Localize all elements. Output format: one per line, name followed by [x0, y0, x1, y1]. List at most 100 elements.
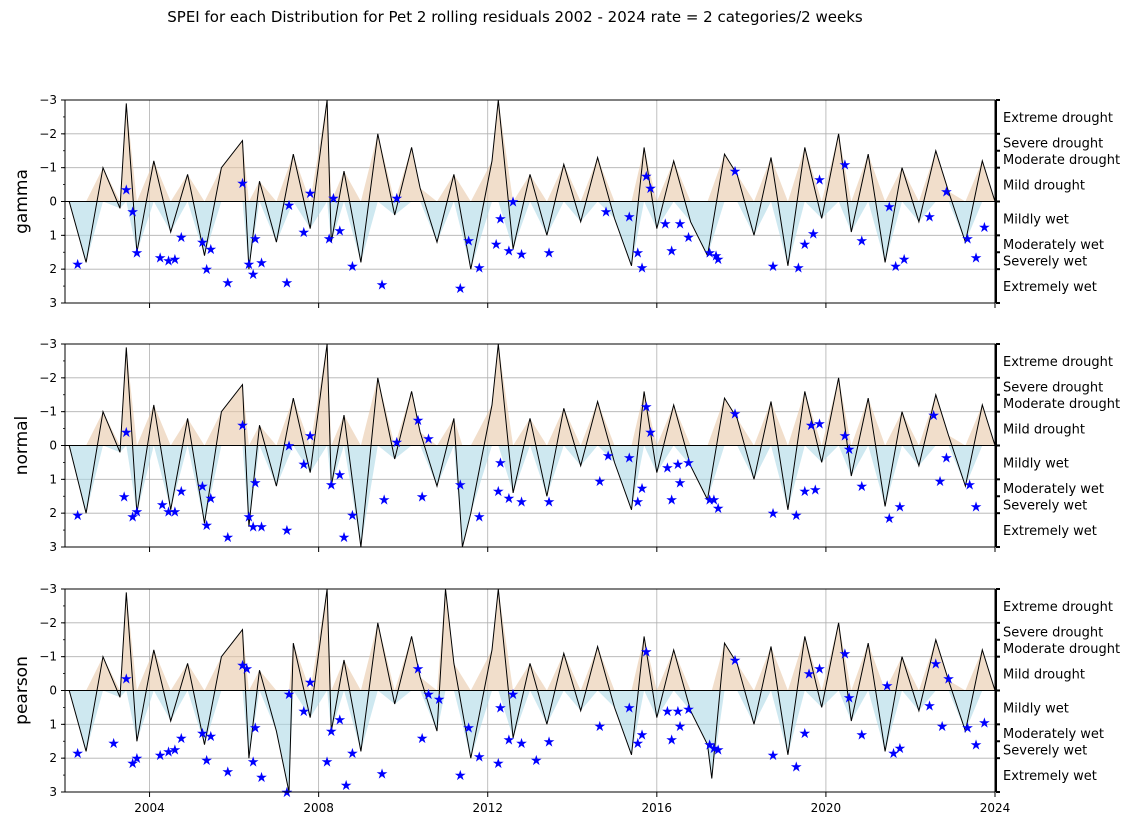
- star-marker: ★: [644, 181, 657, 197]
- chart-title: SPEI for each Distribution for Pet 2 rol…: [167, 8, 863, 26]
- star-marker: ★: [665, 733, 678, 749]
- star-marker: ★: [712, 252, 725, 268]
- star-marker: ★: [703, 738, 716, 754]
- star-marker: ★: [304, 675, 317, 691]
- star-marker: ★: [942, 672, 955, 688]
- x-tick-label: 2008: [303, 801, 334, 815]
- star-marker: ★: [543, 245, 556, 261]
- star-marker: ★: [898, 252, 911, 268]
- star-marker: ★: [792, 260, 805, 276]
- star-marker: ★: [154, 250, 167, 266]
- y-tick-label: 0: [49, 684, 57, 698]
- spei-series-line: [68, 343, 996, 548]
- star-marker: ★: [162, 254, 175, 270]
- panel-normal: ★ ★ ★ ★ ★ ★ ★ ★ ★ ★ ★ ★ ★ ★ ★ ★ ★ ★ ★ ★ ★ ★ ★ ★ ★ ★ ★ ★ ★ ★ ★ ★ ★ ★ ★ ★ ★ ★ ★ ★…: [12, 337, 1120, 554]
- star-marker: ★: [333, 712, 346, 728]
- wet-shading: [69, 201, 995, 270]
- star-marker: ★: [930, 656, 943, 672]
- star-marker: ★: [809, 482, 822, 498]
- star-marker: ★: [473, 510, 486, 526]
- star-marker: ★: [661, 704, 674, 720]
- star-marker: ★: [422, 687, 435, 703]
- star-marker: ★: [712, 501, 725, 517]
- star-marker: ★: [674, 719, 687, 735]
- star-marker: ★: [169, 252, 182, 268]
- category-label: Severe drought: [1003, 136, 1103, 151]
- star-marker: ★: [883, 511, 896, 527]
- star-marker: ★: [323, 232, 336, 248]
- star-marker: ★: [196, 726, 209, 742]
- star-marker: ★: [632, 245, 645, 261]
- star-marker: ★: [767, 748, 780, 764]
- y-tick-label: 2: [49, 751, 57, 765]
- panel-gamma: ★★★★ ★★★★ ★★★★★★★★★★★★★★★★★★★★★★★★★★★ ★★ ★★★…: [12, 93, 1120, 310]
- star-marker: ★: [391, 435, 404, 451]
- star-marker: ★: [378, 493, 391, 509]
- star-marker: ★: [473, 749, 486, 765]
- star-marker: ★: [205, 729, 218, 745]
- star-marker: ★: [807, 227, 820, 243]
- star-marker: ★: [346, 508, 359, 524]
- category-label: Mildly wet: [1003, 456, 1069, 471]
- star-marker: ★: [934, 474, 947, 490]
- star-marker: ★: [454, 768, 467, 784]
- star-marker: ★: [340, 778, 353, 794]
- y-tick-label: 1: [49, 228, 57, 242]
- star-marker: ★: [249, 232, 262, 248]
- drought-shading: [69, 589, 995, 691]
- star-marker: ★: [321, 755, 334, 771]
- star-marker: ★: [978, 716, 991, 732]
- star-marker: ★: [490, 237, 503, 253]
- star-marker: ★: [376, 766, 389, 782]
- category-label: Moderate drought: [1003, 153, 1120, 168]
- star-marker: ★: [416, 489, 429, 505]
- star-marker: ★: [640, 645, 653, 661]
- star-marker: ★: [298, 457, 311, 473]
- star-marker: ★: [856, 727, 869, 743]
- star-marker: ★: [196, 479, 209, 495]
- star-marker: ★: [298, 704, 311, 720]
- star-marker: ★: [503, 244, 516, 260]
- y-tick-label: 0: [49, 439, 57, 453]
- drought-shading: [69, 100, 995, 202]
- star-marker: ★: [333, 467, 346, 483]
- star-marker: ★: [923, 699, 936, 715]
- star-marker: ★: [304, 428, 317, 444]
- star-marker: ★: [710, 249, 723, 265]
- star-marker: ★: [346, 259, 359, 275]
- star-marker: ★: [923, 210, 936, 226]
- category-label: Moderate drought: [1003, 642, 1120, 657]
- star-marker: ★: [644, 425, 657, 441]
- star-marker: ★: [247, 755, 260, 771]
- star-marker: ★: [729, 406, 742, 422]
- star-marker: ★: [602, 449, 615, 465]
- star-marker: ★: [454, 477, 467, 493]
- star-marker: ★: [454, 281, 467, 297]
- star-marker: ★: [221, 765, 234, 781]
- star-marker: ★: [71, 257, 84, 273]
- star-marker: ★: [729, 653, 742, 669]
- star-marker: ★: [249, 476, 262, 492]
- star-marker: ★: [200, 753, 213, 769]
- star-marker: ★: [416, 731, 429, 747]
- star-marker: ★: [71, 508, 84, 524]
- star-marker: ★: [462, 233, 475, 249]
- star-marker: ★: [970, 499, 983, 515]
- category-label: Severely wet: [1003, 255, 1087, 270]
- category-label: Extreme drought: [1003, 111, 1113, 126]
- star-marker: ★: [156, 498, 169, 514]
- category-label: Severe drought: [1003, 380, 1103, 395]
- star-marker: ★: [682, 455, 695, 471]
- star-marker: ★: [978, 220, 991, 236]
- x-tick-label: 2004: [134, 801, 165, 815]
- y-tick-label: −2: [39, 371, 57, 385]
- star-marker: ★: [169, 743, 182, 759]
- category-label: Extremely wet: [1003, 280, 1097, 295]
- star-marker: ★: [543, 734, 556, 750]
- star-marker: ★: [236, 658, 249, 674]
- star-marker: ★: [963, 477, 976, 493]
- star-marker: ★: [473, 260, 486, 276]
- star-marker: ★: [503, 733, 516, 749]
- star-marker: ★: [126, 510, 139, 526]
